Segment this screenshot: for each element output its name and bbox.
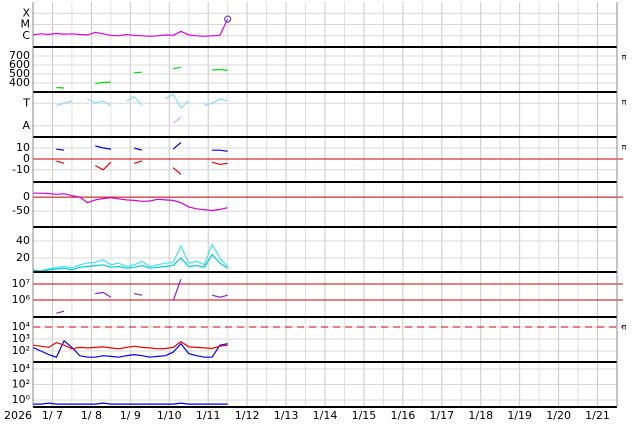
y-tick-label: A <box>22 119 30 132</box>
series-line <box>32 253 229 273</box>
x-tick-label: 1/10 <box>157 409 182 422</box>
y-tick-label: 10³ <box>12 332 30 345</box>
series-line <box>33 192 228 212</box>
y-tick-label: 10⁶ <box>12 293 31 306</box>
panel-marker: π <box>622 143 627 152</box>
y-tick-label: 10⁰ <box>12 393 31 406</box>
x-tick-label: 1/20 <box>546 409 571 422</box>
y-tick-label: 0 <box>23 190 30 203</box>
series-line <box>32 243 229 272</box>
y-tick-label: 10² <box>12 377 30 390</box>
y-tick-label: 600 <box>9 58 30 71</box>
series-line <box>56 66 228 89</box>
x-tick-label: 1/15 <box>352 409 377 422</box>
x-tick-label: 1/16 <box>391 409 416 422</box>
x-tick-label: 1/17 <box>429 409 454 422</box>
y-tick-label: X <box>22 6 30 19</box>
y-tick-label: 10⁴ <box>12 320 31 333</box>
x-tick-label: 1/14 <box>313 409 338 422</box>
y-tick-label: 700 <box>9 49 30 62</box>
year-label: 2026 <box>4 409 32 422</box>
y-tick-label: 10⁷ <box>12 277 30 290</box>
series-line <box>33 402 228 405</box>
series-line <box>56 160 228 175</box>
y-tick-label: 40 <box>16 234 30 247</box>
y-tick-label: 10² <box>12 344 30 357</box>
series-line <box>56 93 228 109</box>
series-line <box>56 278 228 314</box>
series-line <box>32 339 228 358</box>
x-tick-label: 1/21 <box>585 409 610 422</box>
y-tick-label: -50 <box>12 204 30 217</box>
end-marker <box>224 15 232 23</box>
panel-marker: π <box>622 323 627 332</box>
y-tick-label: 10 <box>16 141 30 154</box>
series-line <box>32 340 228 350</box>
y-tick-label: 10⁴ <box>12 362 31 375</box>
x-tick-label: 1/11 <box>196 409 221 422</box>
panel-marker: π <box>622 98 627 107</box>
y-tick-label: 400 <box>9 76 30 89</box>
series-line <box>56 142 228 152</box>
x-tick-label: 1/ 9 <box>120 409 141 422</box>
series-line <box>172 116 182 124</box>
y-tick-label: M <box>21 18 31 31</box>
y-tick-label: T <box>22 96 30 109</box>
series-line <box>32 18 229 37</box>
x-tick-label: 1/12 <box>235 409 260 422</box>
y-tick-label: 20 <box>16 251 30 264</box>
x-tick-label: 1/18 <box>468 409 493 422</box>
x-tick-label: 1/13 <box>274 409 299 422</box>
panel-marker: π <box>622 53 627 62</box>
y-tick-label: 500 <box>9 67 30 80</box>
x-tick-label: 1/ 8 <box>81 409 102 422</box>
x-tick-label: 1/ 7 <box>42 409 63 422</box>
y-tick-label: -10 <box>12 163 30 176</box>
x-tick-label: 1/19 <box>507 409 532 422</box>
y-tick-label: C <box>22 29 30 42</box>
y-tick-label: 0 <box>23 152 30 165</box>
